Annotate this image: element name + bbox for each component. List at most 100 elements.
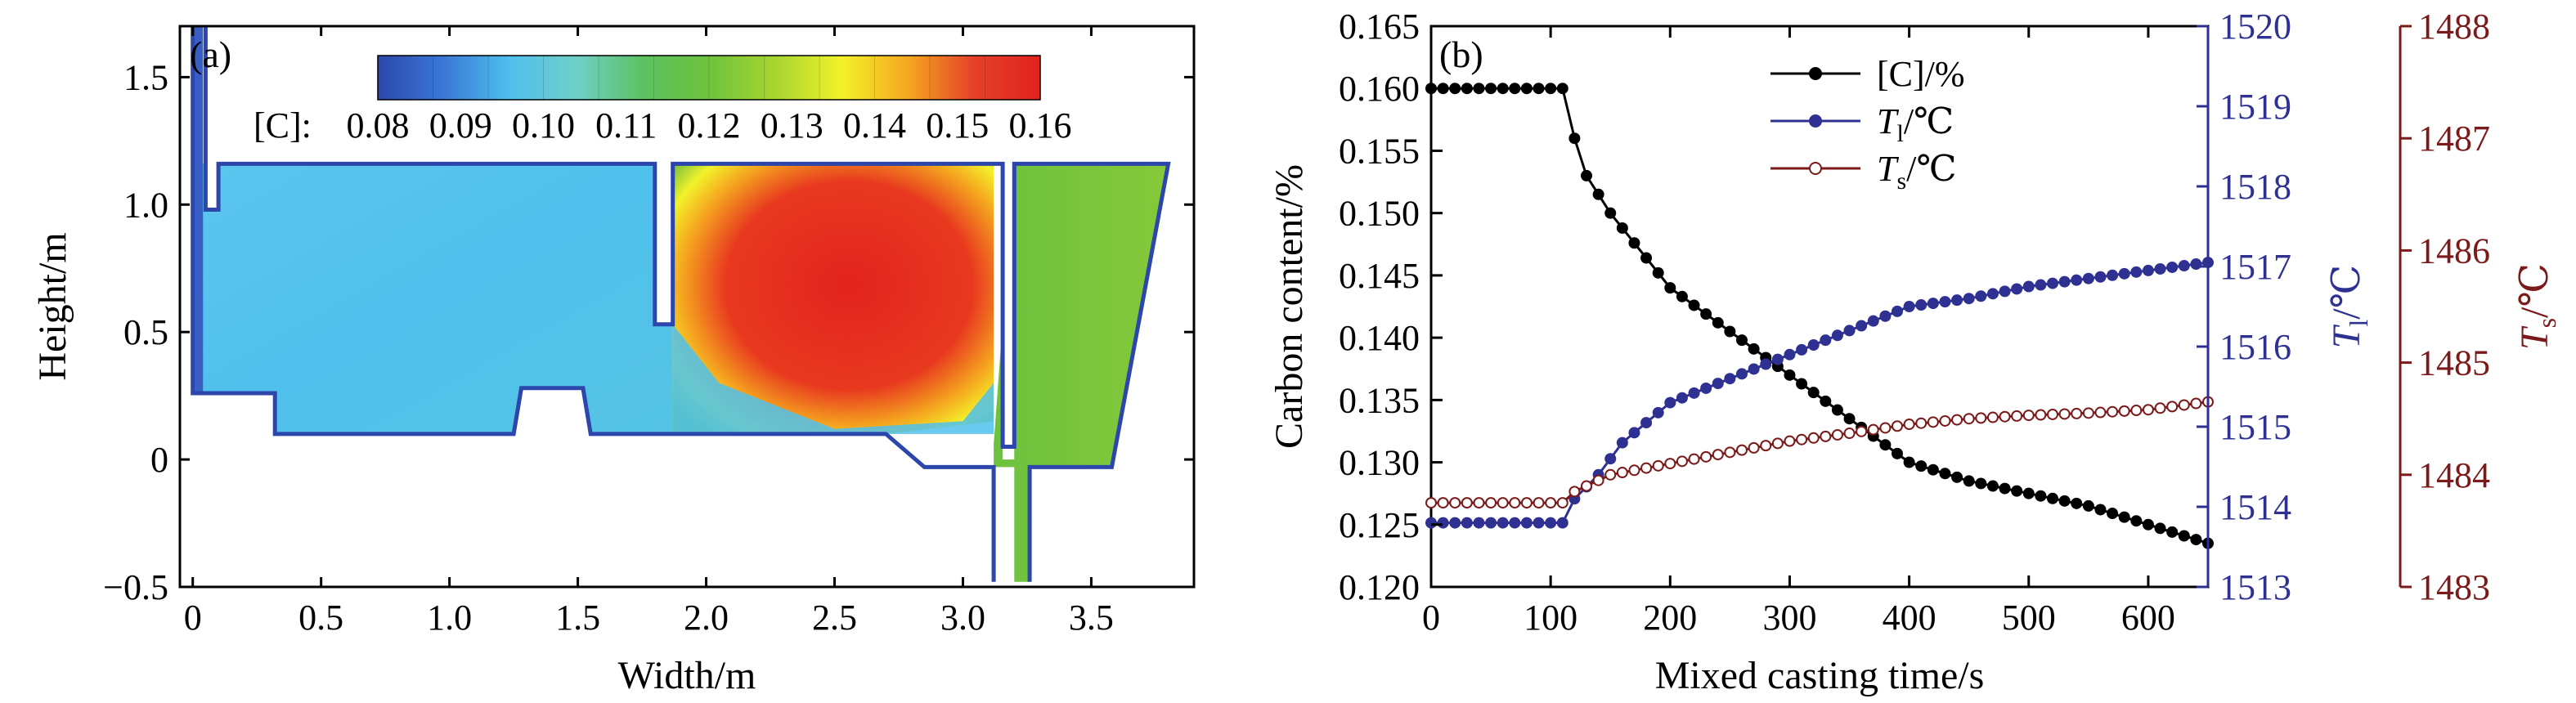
series-point-0	[1879, 439, 1892, 451]
series-point-2	[1939, 414, 1951, 427]
series-point-2	[1712, 449, 1724, 461]
series-point-0	[1892, 447, 1903, 459]
series-point-0	[1533, 83, 1545, 95]
series-point-0	[1604, 207, 1617, 219]
panel-b-right2-axis-title: Ts/℃	[2513, 263, 2561, 350]
series-point-2	[1986, 411, 1999, 423]
series-point-1	[1700, 382, 1712, 394]
series-point-1	[1640, 417, 1653, 429]
panel-a-y-tick-label: 1.0	[123, 185, 168, 225]
series-point-1	[2011, 283, 2023, 295]
series-point-1	[2022, 280, 2035, 293]
series-point-0	[1676, 290, 1688, 302]
panel-a: 0 0.5 1.0 1.5 2.0 2.5 3.0 3.5 −0.5 0 0.5 1.0 1.5 0.…	[31, 25, 1196, 697]
panel-b-x-tick-label: 0	[1422, 598, 1440, 638]
panel-a-x-tick-label: 3.5	[1069, 598, 1114, 638]
panel-b-left-tick-label: 0.150	[1339, 194, 1420, 234]
series-point-0	[1784, 369, 1796, 381]
series-point-1	[1664, 396, 1676, 409]
panel-b-right1-tick-label: 1519	[2219, 87, 2291, 127]
panel-a-label: (a)	[190, 34, 231, 75]
colorbar: 0.08 0.09 0.10 0.11 0.12 0.13 0.14 0.15 0.16 [C]:	[254, 55, 1072, 146]
series-point-0	[1581, 169, 1592, 181]
series-point-1	[1939, 296, 1951, 308]
panel-b-left-tick-label: 0.160	[1339, 69, 1420, 109]
series-point-2	[1664, 458, 1676, 470]
series-point-1	[1784, 348, 1796, 360]
series-point-0	[1473, 83, 1485, 95]
panel-b-left-tick-label: 0.120	[1339, 567, 1420, 607]
series-point-1	[1796, 343, 1808, 356]
series-point-2	[2107, 405, 2119, 418]
series-point-0	[1592, 188, 1604, 200]
series-point-2	[2166, 401, 2179, 413]
series-point-1	[1856, 320, 1868, 332]
series-point-0	[1497, 83, 1509, 95]
panel-a-y-tick-label: −0.5	[103, 567, 168, 607]
series-point-1	[1604, 453, 1617, 465]
panel-b-right2-axis: 1483 1484 1485 1486 1487 1488	[2399, 7, 2490, 607]
series-point-2	[1843, 428, 1856, 440]
series-point-2	[1856, 425, 1868, 437]
series-point-2	[1616, 467, 1628, 479]
series-point-2	[1437, 497, 1449, 509]
series-point-0	[1688, 299, 1700, 311]
series-point-2	[1676, 455, 1688, 468]
legend-marker-2	[1809, 162, 1822, 175]
panel-a-x-tick-label: 3.0	[940, 598, 985, 638]
series-point-0	[1509, 83, 1521, 95]
series-point-0	[1700, 308, 1712, 320]
series-point-2	[1581, 480, 1592, 492]
series-point-0	[1927, 463, 1939, 476]
series-point-1	[1688, 387, 1700, 399]
legend-label-2: Ts/℃	[1877, 149, 1957, 195]
series-point-2	[2190, 397, 2202, 410]
colorbar-tick-label: 0.12	[678, 105, 741, 146]
series-point-0	[2166, 526, 2179, 538]
series-point-1	[2035, 279, 2047, 291]
series-point-1	[1771, 353, 1784, 365]
series-point-2	[1771, 437, 1784, 450]
series-point-2	[1892, 420, 1903, 432]
panel-b-x-tick-label: 400	[1883, 598, 1936, 638]
series-point-0	[1748, 343, 1760, 355]
outlet-zone	[994, 163, 1169, 582]
series-point-1	[1951, 294, 1963, 307]
panel-a-frame	[178, 25, 1196, 589]
colorbar-tick-label: 0.09	[429, 105, 492, 146]
panel-b-right2-tick-label: 1488	[2418, 7, 2490, 47]
series-point-1	[1986, 288, 1999, 300]
series-point-0	[2047, 492, 2058, 504]
panel-b-right1-tick-label: 1513	[2219, 567, 2291, 607]
series-point-2	[1640, 462, 1653, 474]
colorbar-tick-label: 0.08	[347, 105, 410, 146]
series-point-2	[2082, 407, 2094, 419]
series-point-2	[1688, 453, 1700, 465]
series-point-2	[1473, 497, 1485, 509]
series-point-0	[2142, 518, 2154, 531]
series-point-0	[2035, 490, 2047, 502]
panel-b-right2-tick-label: 1484	[2418, 455, 2490, 495]
panel-a-x-tick-label: 1.0	[427, 598, 472, 638]
series-point-2	[2035, 409, 2047, 421]
series-point-0	[1437, 83, 1449, 95]
series-point-1	[1556, 517, 1568, 529]
series-point-0	[1999, 482, 2011, 495]
series-point-2	[1915, 417, 1928, 429]
panel-b-x-axis-title: Mixed casting time/s	[1655, 654, 1985, 697]
panel-b-right1-tick-label: 1520	[2219, 7, 2291, 47]
panel-a-x-tick-label: 0	[184, 598, 202, 638]
panel-b-right2-tick-label: 1487	[2418, 119, 2490, 159]
series-point-1	[2071, 274, 2083, 286]
series-point-0	[1975, 477, 1987, 490]
series-point-1	[1449, 517, 1461, 529]
panel-b-left-tick-label: 0.135	[1339, 380, 1420, 420]
series-point-1	[1485, 517, 1497, 529]
series-point-1	[1892, 305, 1903, 317]
panel-b-right2-tick-label: 1485	[2418, 343, 2490, 383]
legend-label-1: Tl/℃	[1877, 101, 1954, 147]
series-point-2	[1784, 435, 1796, 447]
panel-a-y-tick-label: 0.5	[123, 312, 168, 352]
panel-b-x-tick-label: 200	[1643, 598, 1697, 638]
series-point-1	[1963, 293, 1975, 305]
